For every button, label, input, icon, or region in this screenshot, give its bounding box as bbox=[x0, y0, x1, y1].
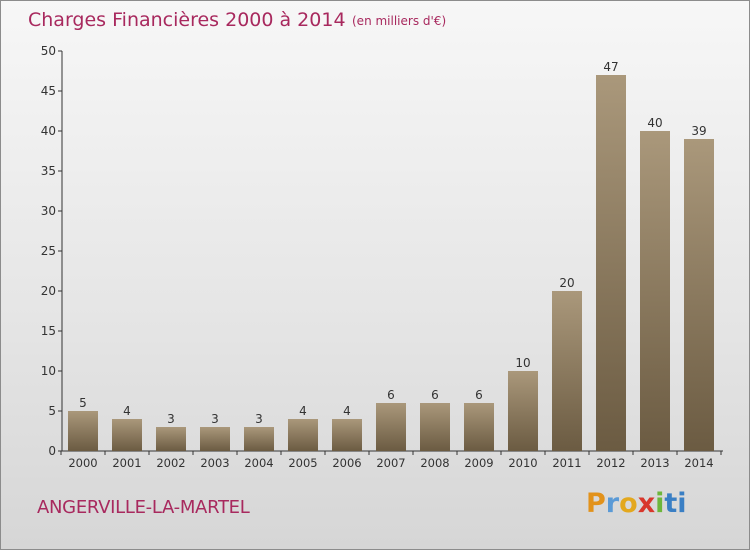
bar-value-label: 40 bbox=[647, 116, 662, 130]
bar-value-label: 39 bbox=[691, 124, 706, 138]
y-axis: 0 5 10 15 20 25 30 35 40 45 50 bbox=[41, 44, 63, 458]
bar bbox=[68, 411, 98, 451]
bar-value-label: 4 bbox=[343, 404, 351, 418]
x-tick-label: 2011 bbox=[552, 456, 581, 470]
y-tick-label: 5 bbox=[48, 404, 56, 418]
bar-value-label: 3 bbox=[211, 412, 219, 426]
y-tick-label: 15 bbox=[41, 324, 56, 338]
x-tick-label: 2013 bbox=[640, 456, 669, 470]
y-tick-label: 45 bbox=[41, 84, 56, 98]
x-tick-label: 2004 bbox=[244, 456, 273, 470]
logo-letter: o bbox=[619, 488, 638, 519]
chart-title: Charges Financières 2000 à 2014 bbox=[28, 9, 346, 31]
bar-value-label: 4 bbox=[123, 404, 131, 418]
bar-value-label: 6 bbox=[387, 388, 395, 402]
y-tick-label: 0 bbox=[48, 444, 56, 458]
bar-value-label: 10 bbox=[515, 356, 530, 370]
x-tick-label: 2001 bbox=[112, 456, 141, 470]
proxiti-logo: Proxiti bbox=[586, 488, 687, 519]
bar-value-label: 5 bbox=[79, 396, 87, 410]
x-tick-label: 2003 bbox=[200, 456, 229, 470]
logo-letter: r bbox=[605, 488, 620, 519]
y-tick-label: 10 bbox=[41, 364, 56, 378]
bar bbox=[156, 427, 186, 451]
chart-unit: (en milliers d'€) bbox=[352, 14, 447, 28]
bars: 5 4 3 3 3 4 4 6 6 6 10 20 47 40 39 bbox=[68, 60, 714, 451]
bar bbox=[640, 131, 670, 451]
bar bbox=[420, 403, 450, 451]
bar bbox=[244, 427, 274, 451]
x-tick-label: 2006 bbox=[332, 456, 361, 470]
commune-name: ANGERVILLE-LA-MARTEL bbox=[37, 497, 250, 518]
bar-value-label: 20 bbox=[559, 276, 574, 290]
x-tick-label: 2002 bbox=[156, 456, 185, 470]
y-tick-label: 30 bbox=[41, 204, 56, 218]
y-tick-label: 40 bbox=[41, 124, 56, 138]
x-tick-label: 2000 bbox=[68, 456, 97, 470]
logo-letter: i bbox=[655, 488, 665, 519]
y-tick-label: 20 bbox=[41, 284, 56, 298]
logo-letter: P bbox=[586, 488, 606, 519]
x-tick-label: 2012 bbox=[596, 456, 625, 470]
bar bbox=[112, 419, 142, 451]
x-tick-label: 2007 bbox=[376, 456, 405, 470]
bar-value-label: 47 bbox=[603, 60, 618, 74]
bar bbox=[332, 419, 362, 451]
bar bbox=[684, 139, 714, 451]
bar bbox=[464, 403, 494, 451]
bar-value-label: 3 bbox=[167, 412, 175, 426]
bar bbox=[596, 75, 626, 451]
logo-letter: ti bbox=[664, 488, 687, 519]
x-tick-label: 2005 bbox=[288, 456, 317, 470]
bar bbox=[376, 403, 406, 451]
y-tick-label: 35 bbox=[41, 164, 56, 178]
bar bbox=[508, 371, 538, 451]
bar-value-label: 3 bbox=[255, 412, 263, 426]
x-tick-label: 2008 bbox=[420, 456, 449, 470]
bar-value-label: 6 bbox=[475, 388, 483, 402]
y-tick-label: 50 bbox=[41, 44, 56, 58]
x-tick-label: 2009 bbox=[464, 456, 493, 470]
bar bbox=[200, 427, 230, 451]
bar bbox=[552, 291, 582, 451]
logo-letter: x bbox=[637, 488, 656, 519]
bar bbox=[288, 419, 318, 451]
y-tick-label: 25 bbox=[41, 244, 56, 258]
x-tick-label: 2014 bbox=[684, 456, 713, 470]
bar-value-label: 6 bbox=[431, 388, 439, 402]
x-tick-label: 2010 bbox=[508, 456, 537, 470]
bar-value-label: 4 bbox=[299, 404, 307, 418]
x-axis: 2000 2001 2002 2003 2004 2005 2006 2007 2008 2009… bbox=[60, 450, 723, 470]
